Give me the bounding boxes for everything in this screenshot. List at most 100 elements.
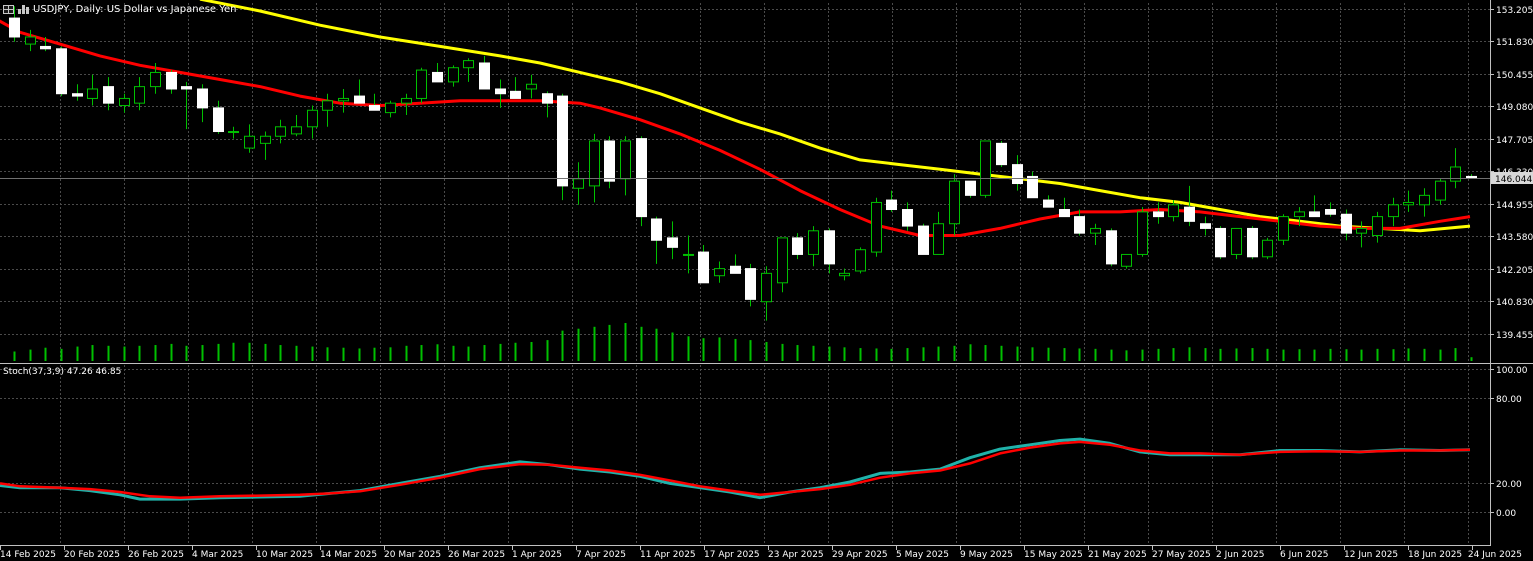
candle-body xyxy=(542,93,553,104)
candle-body xyxy=(589,140,600,187)
time-axis: 14 Feb 2025 20 Feb 2025 26 Feb 2025 4 Mar 2… xyxy=(0,546,1522,560)
stoch-title: Stoch(37,3,9) 47.26 46.85 xyxy=(3,367,122,377)
candle xyxy=(87,74,98,106)
candle-body xyxy=(463,60,474,69)
candle xyxy=(1325,202,1336,217)
candle-body xyxy=(291,126,302,135)
stoch-axis: 100.00 80.00 20.00 0.00 xyxy=(1490,366,1528,519)
candle xyxy=(839,268,850,281)
candle-body xyxy=(228,131,239,134)
time-tick-label: 2 Jun 2025 xyxy=(1216,550,1264,560)
moving-average-fast xyxy=(0,19,1471,237)
candle xyxy=(1043,195,1054,208)
price-tick-label: 139.455 xyxy=(1496,331,1533,341)
candle xyxy=(1137,207,1148,257)
candle-body xyxy=(338,97,349,102)
candle xyxy=(965,180,976,198)
candle-body xyxy=(1184,206,1195,222)
candle-body xyxy=(322,100,333,111)
candle xyxy=(291,114,302,137)
price-tick-label: 149.080 xyxy=(1496,103,1533,113)
time-tick-label: 17 Apr 2025 xyxy=(704,550,760,560)
candle xyxy=(385,100,396,118)
candle-body xyxy=(1215,227,1226,258)
time-tick-label: 11 Apr 2025 xyxy=(640,550,696,560)
candle xyxy=(886,190,897,212)
candle xyxy=(9,6,20,42)
candle-body xyxy=(25,36,36,45)
candle-body xyxy=(965,180,976,196)
candle xyxy=(1059,197,1070,218)
candle xyxy=(228,126,239,139)
candle-body xyxy=(651,218,662,241)
candle xyxy=(902,202,913,231)
candle xyxy=(636,136,647,227)
candle xyxy=(1168,200,1179,222)
candle xyxy=(980,140,991,198)
candle-body xyxy=(1168,204,1179,218)
candle-body xyxy=(1435,180,1446,201)
candle-body xyxy=(448,67,459,83)
candle xyxy=(1309,195,1320,218)
candle-body xyxy=(698,251,709,284)
candle xyxy=(1294,207,1305,227)
candle xyxy=(244,124,255,153)
candle-body xyxy=(667,237,678,248)
candle xyxy=(542,91,553,118)
time-tick-label: 14 Feb 2025 xyxy=(0,550,56,560)
candle-body xyxy=(871,201,882,253)
candle xyxy=(1388,197,1399,227)
candle xyxy=(1153,202,1164,224)
candle-body xyxy=(1074,216,1085,234)
candle xyxy=(119,93,130,113)
candle-body xyxy=(1325,209,1336,215)
candle-body xyxy=(510,90,521,99)
candle xyxy=(1341,209,1352,241)
candle-body xyxy=(996,142,1007,166)
candle-body xyxy=(150,71,161,88)
candle xyxy=(275,119,286,144)
candle xyxy=(307,105,318,139)
candle xyxy=(683,235,694,274)
candle xyxy=(166,70,177,94)
candle-body xyxy=(636,138,647,218)
current-price-label: 146.044 xyxy=(0,172,1533,185)
candle-body xyxy=(1262,239,1273,258)
price-tick-label: 151.830 xyxy=(1496,38,1533,48)
candle-body xyxy=(103,86,114,104)
time-tick-label: 29 Apr 2025 xyxy=(832,550,888,560)
candle xyxy=(918,223,929,255)
candle xyxy=(761,266,772,321)
candle xyxy=(103,77,114,111)
candle-body xyxy=(714,268,725,277)
candle xyxy=(338,88,349,113)
bar-chart-icon[interactable] xyxy=(18,5,29,14)
chart-window-icon[interactable] xyxy=(3,5,14,14)
time-tick-label: 14 Mar 2025 xyxy=(320,550,377,560)
candle xyxy=(40,36,51,52)
time-tick-label: 9 May 2025 xyxy=(960,550,1013,560)
candle-body xyxy=(1278,216,1289,241)
candle-body xyxy=(604,140,615,182)
time-tick-label: 27 May 2025 xyxy=(1152,550,1211,560)
candle-body xyxy=(9,17,20,38)
time-tick-label: 26 Mar 2025 xyxy=(448,550,505,560)
candle-body xyxy=(134,86,145,104)
candlestick-series xyxy=(9,6,1477,321)
candle-body xyxy=(72,93,83,97)
candle-body xyxy=(620,140,631,180)
candle xyxy=(1231,227,1242,260)
candle xyxy=(479,55,490,90)
candle-body xyxy=(197,88,208,109)
candle xyxy=(745,263,756,307)
ma-fast-line xyxy=(0,19,1471,237)
candle xyxy=(401,93,412,115)
candle xyxy=(150,62,161,94)
moving-average-slow xyxy=(199,0,1471,233)
candle-body xyxy=(275,126,286,137)
candle xyxy=(855,247,866,274)
candle xyxy=(589,133,600,203)
candle xyxy=(714,261,725,283)
candle-body xyxy=(40,45,51,50)
